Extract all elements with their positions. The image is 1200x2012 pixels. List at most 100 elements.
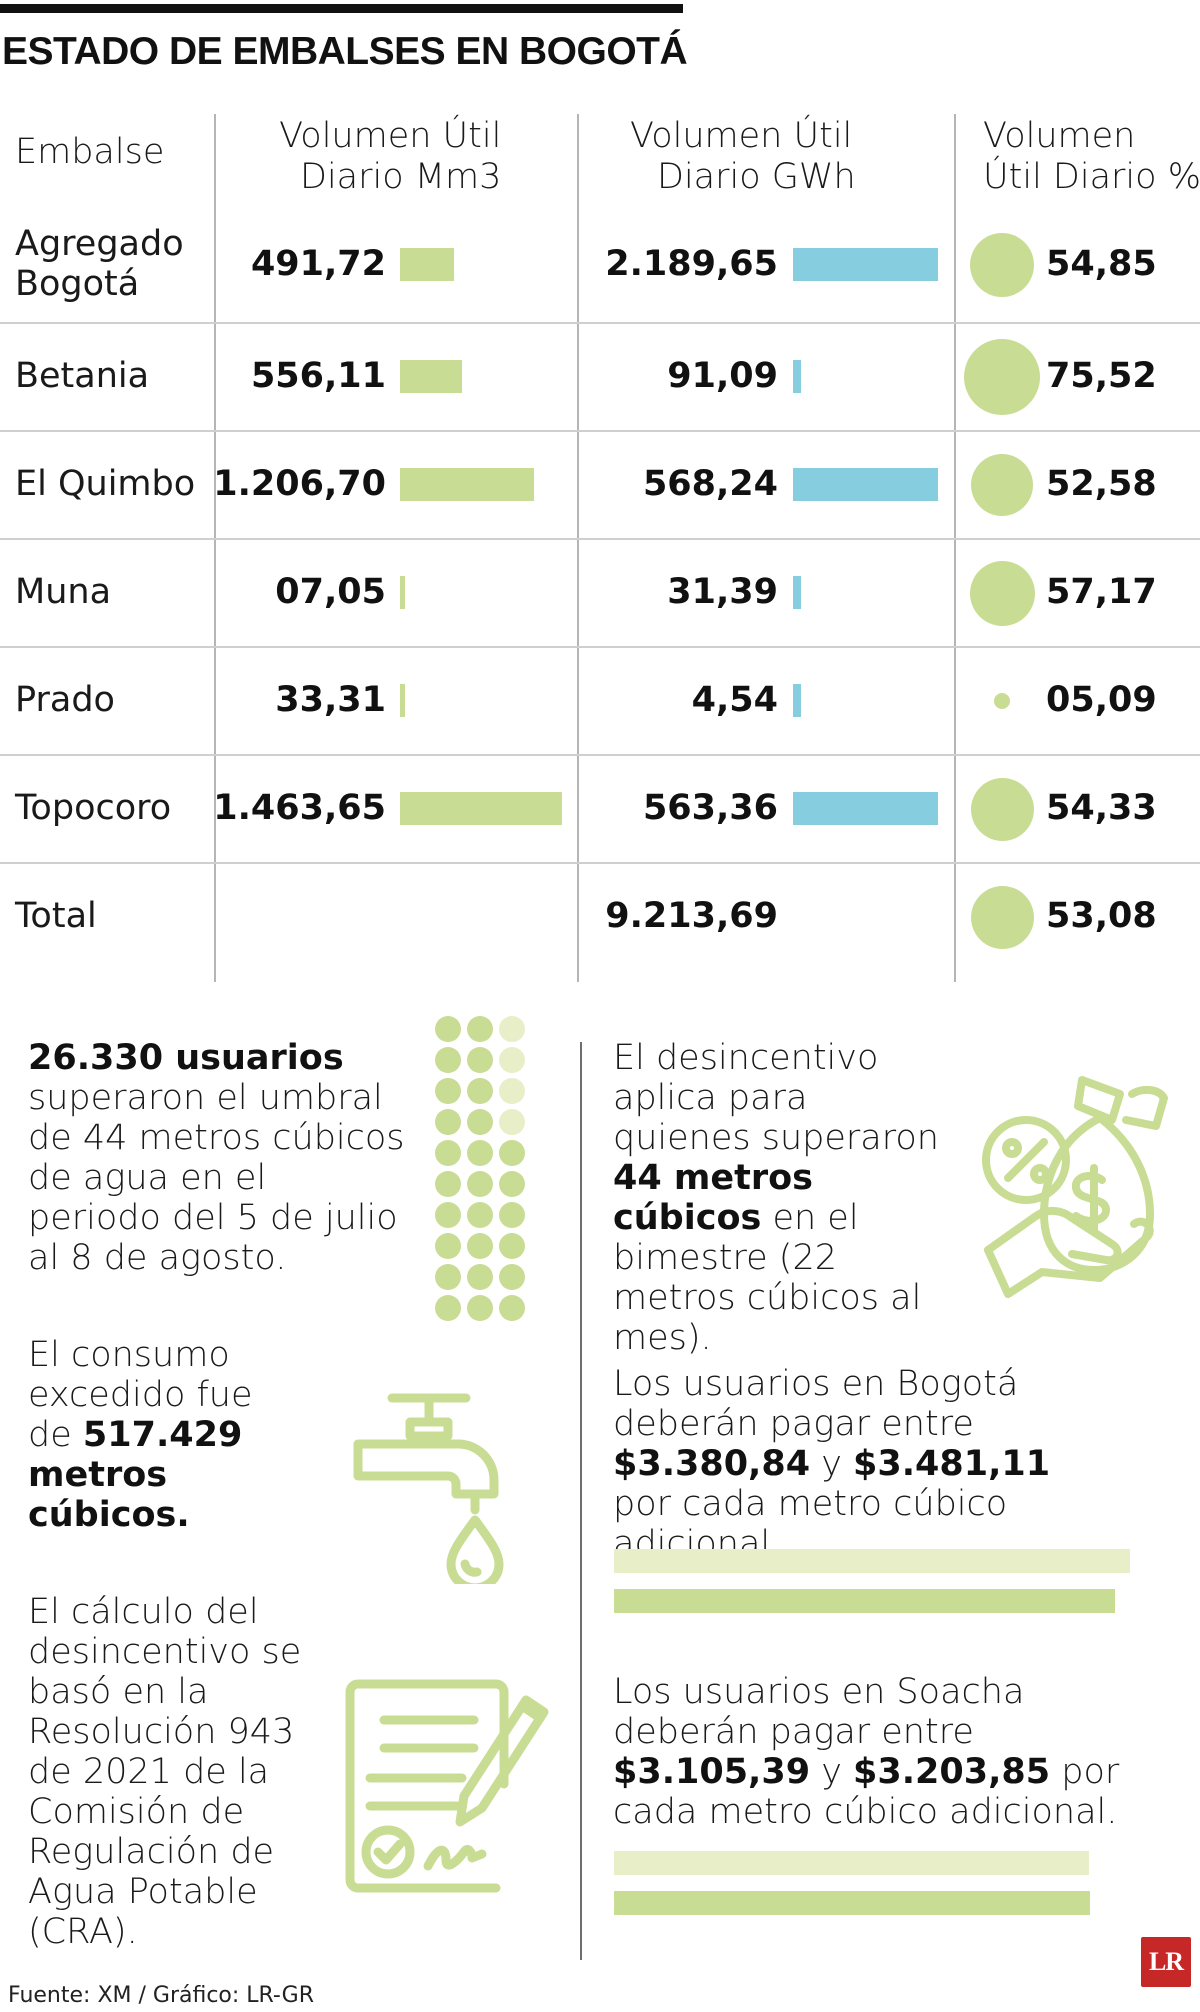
bar-mm3: [400, 792, 562, 825]
value-gwh: 2.189,65: [605, 244, 778, 284]
bar-mm3: [400, 360, 462, 393]
matrix-dot: [467, 1016, 493, 1042]
price-bar: [614, 1891, 1090, 1915]
note-soacha-price-max: $3.203,85: [853, 1752, 1051, 1792]
note-usuarios-bold: 26.330 usuarios: [28, 1038, 344, 1078]
matrix-dot: [467, 1140, 493, 1166]
note-bogota-text: y: [810, 1444, 854, 1484]
matrix-dot: [499, 1109, 525, 1135]
pct-circle: [970, 233, 1034, 297]
note-desincentivo-text: en el bimestre (22 metros cúbicos al mes…: [613, 1198, 922, 1358]
matrix-dot: [467, 1264, 493, 1290]
matrix-dot: [499, 1295, 525, 1321]
header-pct-line: Útil Diario %: [983, 157, 1200, 197]
pct-circle: [970, 777, 1034, 841]
header-mm3-line: Diario Mm3: [300, 157, 502, 197]
value-gwh: 31,39: [667, 572, 778, 612]
row-name-line: Agregado: [15, 224, 184, 264]
value-pct: 52,58: [1046, 464, 1157, 504]
matrix-dot: [435, 1202, 461, 1228]
price-bar: [614, 1851, 1089, 1875]
note-bogota-price-max: $3.481,11: [853, 1444, 1051, 1484]
row-name: Total: [15, 896, 97, 936]
value-pct: 53,08: [1046, 896, 1157, 936]
top-rule: [0, 4, 683, 13]
bar-mm3: [400, 684, 405, 717]
matrix-dot: [435, 1264, 461, 1290]
matrix-dot: [467, 1109, 493, 1135]
header-gwh-line: Volumen Útil: [630, 116, 853, 156]
row-name: Topocoro: [15, 788, 171, 828]
note-desincentivo-text: El desincentivo aplica para quienes supe…: [613, 1038, 939, 1158]
note-calculo: El cálculo del desincentivo se basó en l…: [28, 1592, 302, 1952]
value-pct: 05,09: [1046, 680, 1157, 720]
value-mm3: 33,31: [275, 680, 386, 720]
value-gwh: 4,54: [691, 680, 778, 720]
matrix-dot: [467, 1078, 493, 1104]
matrix-dot: [499, 1078, 525, 1104]
value-pct: 75,52: [1046, 356, 1157, 396]
money-hand-icon: [982, 1076, 1168, 1298]
value-mm3: 556,11: [250, 356, 386, 396]
note-bogota: Los usuarios en Bogotá deberán pagar ent…: [613, 1364, 1113, 1564]
note-consumo: El consumo excedido fue de 517.429 metro…: [28, 1335, 278, 1535]
column-divider: [577, 114, 579, 982]
header-mm3: Volumen Útil Diario Mm3: [278, 116, 501, 198]
row-divider: [0, 862, 1200, 864]
row-name-line: Bogotá: [15, 264, 140, 304]
value-mm3: 07,05: [275, 572, 386, 612]
matrix-dot: [435, 1016, 461, 1042]
row-name-line: El Quimbo: [15, 464, 196, 504]
header-gwh-line: Diario GWh: [657, 157, 856, 197]
matrix-dot: [499, 1047, 525, 1073]
note-bogota-price-min: $3.380,84: [613, 1444, 811, 1484]
matrix-dot: [435, 1295, 461, 1321]
matrix-dot: [435, 1171, 461, 1197]
note-soacha: Los usuarios en Soacha deberán pagar ent…: [613, 1672, 1133, 1832]
column-divider: [214, 114, 216, 982]
matrix-dot: [499, 1233, 525, 1259]
matrix-dot: [467, 1171, 493, 1197]
matrix-dot: [435, 1078, 461, 1104]
page-title: ESTADO DE EMBALSES EN BOGOTÁ: [2, 30, 688, 73]
value-gwh: 568,24: [642, 464, 778, 504]
source-footer: Fuente: XM / Gráfico: LR-GR: [8, 1983, 315, 2008]
row-name: El Quimbo: [15, 464, 195, 504]
note-usuarios: 26.330 usuarios superaron el umbral de 4…: [28, 1038, 408, 1278]
matrix-dot: [435, 1140, 461, 1166]
row-divider: [0, 538, 1200, 540]
pct-circle: [970, 885, 1034, 949]
row-divider: [0, 322, 1200, 324]
row-name: Betania: [15, 356, 149, 396]
note-consumo-text: El consumo excedido fue de: [28, 1335, 253, 1455]
note-bogota-text: Los usuarios en Bogotá deberán pagar ent…: [613, 1364, 1019, 1444]
value-mm3: 1.463,65: [213, 788, 386, 828]
bar-gwh: [793, 468, 938, 501]
matrix-dot: [499, 1202, 525, 1228]
bar-gwh: [793, 360, 801, 393]
matrix-dot: [499, 1171, 525, 1197]
lr-logo: LR: [1141, 1937, 1191, 1987]
row-divider: [0, 430, 1200, 432]
header-pct-line: Volumen: [983, 116, 1136, 156]
value-mm3: 1.206,70: [213, 464, 386, 504]
row-name-line: Topocoro: [15, 788, 172, 828]
column-divider: [954, 114, 956, 982]
matrix-dot: [467, 1047, 493, 1073]
value-pct: 57,17: [1046, 572, 1157, 612]
note-soacha-text: por cada metro cúbico adicional.: [613, 1752, 1120, 1832]
row-name-line: Prado: [15, 680, 115, 720]
value-gwh: 91,09: [667, 356, 778, 396]
header-embalse: Embalse: [15, 132, 165, 172]
price-bar: [614, 1589, 1116, 1613]
pct-circle: [964, 339, 1040, 415]
matrix-dot: [499, 1016, 525, 1042]
note-desincentivo: El desincentivo aplica para quienes supe…: [613, 1038, 953, 1358]
note-usuarios-text: superaron el umbral de 44 metros cúbicos…: [28, 1078, 405, 1278]
bar-mm3: [400, 576, 405, 609]
note-soacha-text: Los usuarios en Soacha deberán pagar ent…: [613, 1672, 1025, 1752]
header-pct: Volumen Útil Diario %: [983, 116, 1200, 198]
bar-mm3: [400, 248, 455, 281]
row-divider: [0, 754, 1200, 756]
price-bar: [614, 1549, 1130, 1573]
